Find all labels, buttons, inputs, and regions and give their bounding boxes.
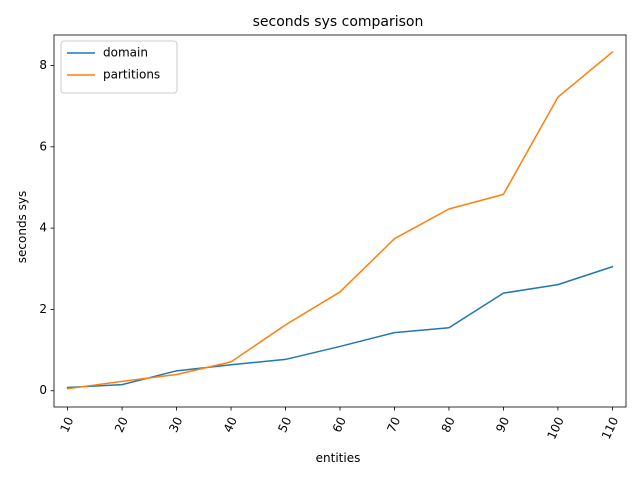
x-tick-label: 40 [221,415,240,435]
y-tick-label: 6 [39,139,47,153]
x-tick-label: 80 [439,415,458,435]
y-tick-label: 4 [39,221,47,235]
x-tick-label: 70 [384,415,403,435]
legend-label-domain: domain [103,46,148,60]
x-tick-label: 30 [166,415,185,435]
y-tick-label: 0 [39,383,47,397]
legend: domain partitions [60,40,178,94]
y-axis-label: seconds sys [15,191,29,263]
x-tick-label: 90 [493,415,512,435]
y-tick-label: 8 [39,58,47,72]
chart-title: seconds sys comparison [253,14,424,30]
series-line-partitions [66,51,614,390]
x-tick-label: 20 [112,415,131,435]
x-tick-label: 50 [275,415,294,435]
x-axis-label: entities [316,451,361,465]
legend-label-partitions: partitions [103,68,160,82]
x-tick-label: 10 [57,415,76,435]
legend-box [60,40,178,94]
series-line-domain [66,265,614,389]
y-tick-label: 2 [39,302,47,316]
x-tick-label: 60 [330,415,349,435]
